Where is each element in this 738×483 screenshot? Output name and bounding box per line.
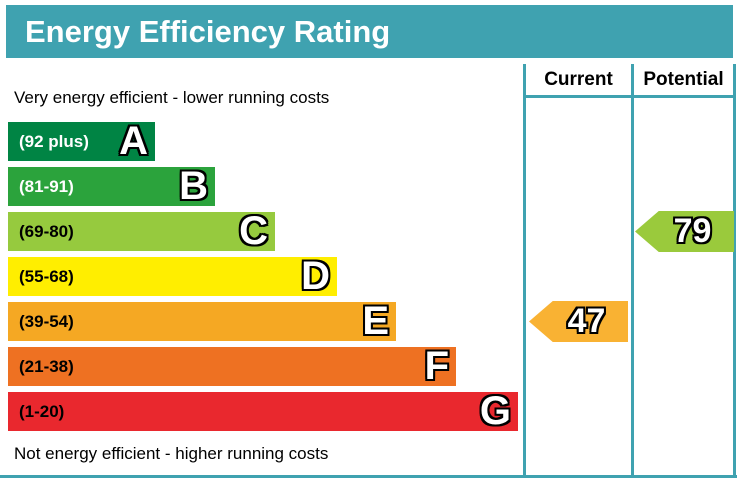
band-f-letter: F — [424, 344, 449, 388]
current-rating-value: 47 — [567, 302, 606, 340]
band-b-letter: B — [179, 164, 208, 208]
grid-line-header-underline — [523, 95, 736, 98]
grid-line-right-border — [733, 64, 736, 478]
band-e-range-label: (39-54) — [19, 311, 74, 331]
band-c-letter: C — [239, 209, 268, 253]
band-e-bar: (39-54) E — [8, 299, 396, 343]
current-rating-arrow: 47 — [529, 301, 628, 342]
band-c-bar: (69-80) C — [8, 209, 275, 253]
band-a-bar: (92 plus) A — [8, 119, 155, 163]
band-g-letter: G — [479, 389, 511, 433]
grid-line-potential-left — [631, 64, 634, 478]
band-d-bar: (55-68) D — [8, 254, 337, 298]
band-b-range-label: (81-91) — [19, 176, 74, 196]
band-a-letter: A — [119, 119, 148, 163]
band-c-range-label: (69-80) — [19, 221, 74, 241]
rating-bands: (92 plus) A (81-91) B (69-80) C (55-68) … — [8, 119, 518, 433]
column-header-current: Current — [544, 69, 613, 90]
caption-not-efficient: Not energy efficient - higher running co… — [14, 444, 329, 463]
band-g-range-label: (1-20) — [19, 401, 65, 421]
column-header-potential: Potential — [643, 69, 724, 90]
chart-title: Energy Efficiency Rating — [25, 13, 391, 49]
band-g-bar: (1-20) G — [8, 389, 518, 433]
band-d-letter: D — [301, 254, 330, 298]
chart-title-bar: Energy Efficiency Rating — [6, 5, 733, 58]
band-f-bar: (21-38) F — [8, 344, 456, 388]
potential-rating-value: 79 — [673, 212, 712, 250]
caption-very-efficient: Very energy efficient - lower running co… — [14, 88, 330, 107]
band-e-letter: E — [362, 299, 389, 343]
band-b-bar: (81-91) B — [8, 164, 215, 208]
band-a-range-label: (92 plus) — [19, 131, 89, 151]
band-d-range-label: (55-68) — [19, 266, 74, 286]
potential-rating-arrow: 79 — [635, 211, 734, 252]
grid-line-current-left — [523, 64, 526, 478]
grid-line-bottom-border — [0, 475, 737, 478]
band-f-range-label: (21-38) — [19, 356, 74, 376]
